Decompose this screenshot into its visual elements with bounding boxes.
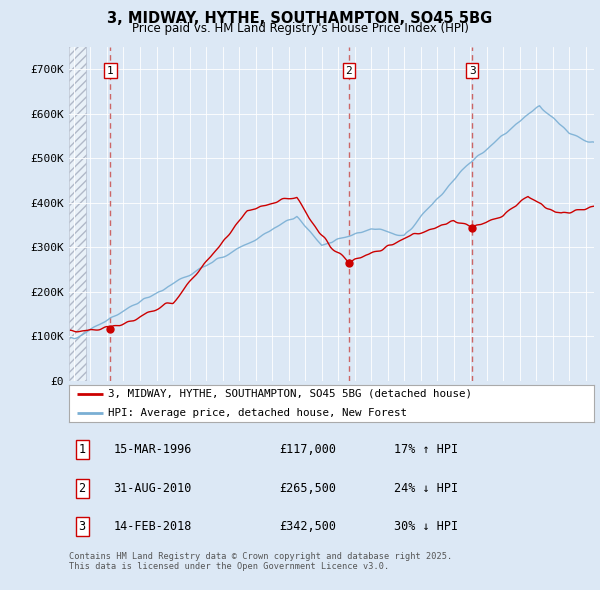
- Text: Contains HM Land Registry data © Crown copyright and database right 2025.
This d: Contains HM Land Registry data © Crown c…: [69, 552, 452, 571]
- Text: HPI: Average price, detached house, New Forest: HPI: Average price, detached house, New …: [109, 408, 407, 418]
- Text: 15-MAR-1996: 15-MAR-1996: [113, 443, 192, 456]
- Text: 2: 2: [346, 65, 352, 76]
- Text: 3: 3: [79, 520, 86, 533]
- Text: 17% ↑ HPI: 17% ↑ HPI: [395, 443, 458, 456]
- Text: 3, MIDWAY, HYTHE, SOUTHAMPTON, SO45 5BG (detached house): 3, MIDWAY, HYTHE, SOUTHAMPTON, SO45 5BG …: [109, 389, 472, 399]
- Text: £265,500: £265,500: [279, 481, 336, 495]
- Text: 31-AUG-2010: 31-AUG-2010: [113, 481, 192, 495]
- Text: £342,500: £342,500: [279, 520, 336, 533]
- Text: 1: 1: [79, 443, 86, 456]
- Text: 14-FEB-2018: 14-FEB-2018: [113, 520, 192, 533]
- Text: £117,000: £117,000: [279, 443, 336, 456]
- Text: 2: 2: [79, 481, 86, 495]
- Text: 24% ↓ HPI: 24% ↓ HPI: [395, 481, 458, 495]
- Text: 3: 3: [469, 65, 476, 76]
- Text: 3, MIDWAY, HYTHE, SOUTHAMPTON, SO45 5BG: 3, MIDWAY, HYTHE, SOUTHAMPTON, SO45 5BG: [107, 11, 493, 25]
- Text: 1: 1: [107, 65, 114, 76]
- Text: 30% ↓ HPI: 30% ↓ HPI: [395, 520, 458, 533]
- Text: Price paid vs. HM Land Registry's House Price Index (HPI): Price paid vs. HM Land Registry's House …: [131, 22, 469, 35]
